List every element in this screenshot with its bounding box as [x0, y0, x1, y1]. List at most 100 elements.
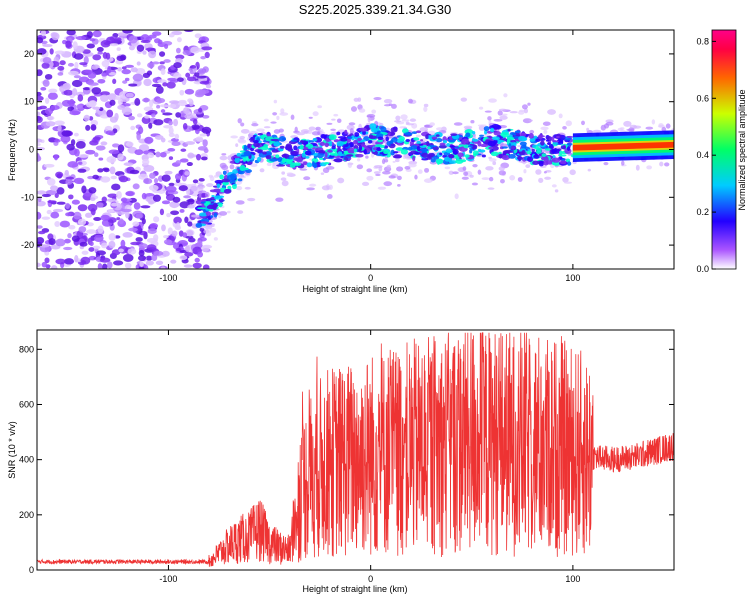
halo-blob [309, 183, 317, 187]
halo-blob [436, 127, 444, 131]
ridge-blob [390, 127, 398, 133]
noise-blob [190, 185, 198, 192]
ridge-blob [315, 152, 325, 159]
ridge-blob [368, 134, 374, 139]
halo-blob [540, 126, 549, 131]
ridge-blob [541, 153, 547, 158]
halo-blob [383, 181, 393, 187]
halo-blob [266, 162, 272, 167]
noise-blob [159, 208, 165, 216]
noise-blob [65, 202, 71, 210]
noise-blob [160, 68, 166, 75]
noise-blob [73, 75, 81, 79]
noise-blob [194, 33, 202, 39]
noise-blob [125, 191, 135, 197]
noise-blob [125, 92, 134, 98]
ridge-blob [463, 144, 470, 149]
colorbar-tick-label: 0.6 [696, 93, 709, 103]
ridge-blob [490, 151, 499, 157]
halo-blob [517, 177, 523, 182]
ridge-blob [197, 207, 206, 210]
noise-blob [160, 109, 166, 113]
noise-blob [201, 126, 212, 134]
ridge-blob [354, 132, 360, 137]
ridge-blob [377, 130, 381, 134]
noise-blob [130, 125, 136, 131]
ridge-blob [240, 160, 248, 165]
noise-blob [106, 198, 117, 202]
noise-blob [134, 149, 144, 156]
ridge-blob [546, 142, 551, 145]
ridge-blob [279, 145, 285, 149]
noise-blob [149, 99, 154, 108]
halo-blob [488, 98, 497, 103]
noise-blob [57, 124, 62, 132]
noise-blob [174, 133, 180, 140]
halo-blob [453, 122, 463, 126]
ridge-blob [363, 149, 368, 155]
noise-blob [99, 257, 111, 263]
noise-blob [120, 239, 126, 248]
noise-blob [198, 89, 210, 94]
halo-blob [603, 162, 609, 166]
noise-blob [116, 47, 121, 52]
ridge-blob [375, 153, 383, 157]
noise-blob [37, 95, 44, 102]
ridge-blob [556, 135, 560, 139]
halo-blob [605, 119, 614, 123]
noise-blob [114, 112, 119, 121]
ridge-blob [288, 162, 296, 165]
noise-blob [98, 157, 104, 161]
halo-blob [617, 127, 624, 131]
noise-blob [121, 107, 132, 116]
halo-blob [501, 113, 508, 116]
noise-blob [78, 76, 90, 83]
noise-blob [44, 257, 50, 264]
halo-blob [477, 169, 482, 175]
ridge-blob [560, 145, 567, 150]
ridge-blob [566, 135, 574, 138]
halo-blob [392, 160, 396, 163]
heatmap-ytick-label: 0 [29, 145, 34, 155]
halo-blob [487, 116, 492, 121]
noise-blob [142, 97, 151, 103]
halo-blob [235, 186, 243, 191]
noise-blob [194, 72, 200, 77]
ridge-blob [491, 123, 500, 130]
noise-blob [155, 85, 164, 94]
noise-blob [136, 113, 143, 118]
noise-blob [51, 265, 58, 269]
ridge-blob [301, 152, 306, 158]
noise-blob [151, 31, 162, 36]
noise-blob [187, 237, 196, 243]
noise-blob [67, 233, 72, 239]
halo-blob [478, 106, 484, 110]
noise-blob [153, 216, 160, 223]
ridge-blob [498, 151, 502, 155]
snr-xlabel: Height of straight line (km) [302, 584, 407, 594]
snr-axes: -100 0 100 0 200 400 600 800 [19, 330, 674, 584]
halo-blob [621, 160, 625, 166]
noise-blob [151, 113, 156, 118]
noise-blob [114, 37, 122, 42]
ridge-blob [210, 215, 214, 218]
noise-blob [125, 141, 134, 147]
noise-blob [187, 198, 195, 205]
noise-blob [173, 62, 182, 69]
ridge-blob [532, 160, 540, 166]
noise-blob [78, 226, 87, 233]
noise-blob [65, 179, 73, 185]
noise-blob [127, 248, 137, 255]
noise-blob [110, 175, 118, 180]
ridge-blob [533, 135, 538, 139]
noise-blob [174, 173, 182, 181]
ridge-blob [452, 150, 458, 155]
noise-blob [73, 132, 79, 137]
halo-blob [395, 115, 401, 121]
heatmap-xtick-label: 0 [368, 273, 373, 283]
ridge-blob [346, 154, 354, 157]
ridge-blob [469, 148, 473, 154]
noise-blob [149, 223, 159, 229]
halo-blob [498, 108, 507, 112]
halo-blob [408, 98, 413, 104]
